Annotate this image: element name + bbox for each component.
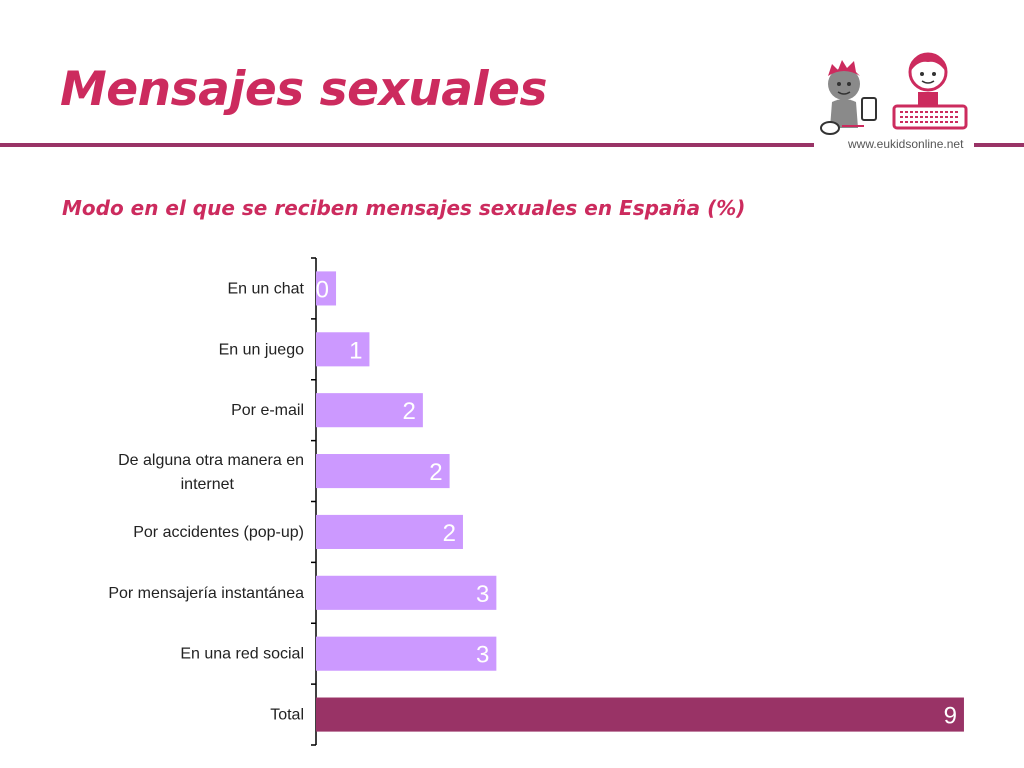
category-label: Por accidentes (pop-up) [133, 524, 304, 541]
bar [316, 393, 423, 428]
data-label: 2 [403, 398, 416, 425]
girl-body-icon [918, 92, 938, 106]
bar [316, 454, 450, 489]
chart-subtitle: Modo en el que se reciben mensajes sexua… [62, 196, 746, 220]
website-url[interactable]: www.eukidsonline.net [848, 137, 964, 151]
bar [316, 575, 497, 610]
bar [316, 636, 497, 671]
data-label: 2 [429, 459, 442, 486]
boy-body-icon [830, 99, 858, 128]
slide-title: Mensajes sexuales [60, 62, 547, 117]
data-label: 1 [349, 337, 362, 364]
category-label: Por mensajería instantánea [108, 585, 304, 602]
boy-head-icon [828, 68, 860, 100]
data-label: 3 [476, 581, 489, 608]
bar-chart: 0 En un chat 1 En un juego 2 Por e-mail 2 De al… [108, 257, 964, 746]
data-label: 0 [316, 276, 329, 303]
header-rule-left [0, 143, 814, 147]
data-label: 9 [944, 703, 957, 730]
mouse-icon [820, 121, 840, 135]
category-label: En una red social [180, 646, 304, 663]
category-label: Por e-mail [231, 402, 304, 419]
phone-icon [861, 97, 877, 121]
header-rule-right [974, 143, 1024, 147]
bar [316, 271, 337, 306]
category-label: Total [270, 707, 304, 724]
bar [316, 514, 463, 549]
category-label: En un chat [228, 280, 305, 297]
girl-hair-icon [910, 53, 946, 72]
bar [316, 332, 370, 367]
bar [316, 697, 964, 732]
category-label: En un juego [219, 341, 305, 358]
data-label: 3 [476, 642, 489, 669]
eukidsonline-kids-logo [820, 52, 968, 135]
category-label: De alguna otra manera en internet [118, 452, 304, 493]
boy-hair-icon [828, 60, 860, 76]
data-label: 2 [443, 520, 456, 547]
